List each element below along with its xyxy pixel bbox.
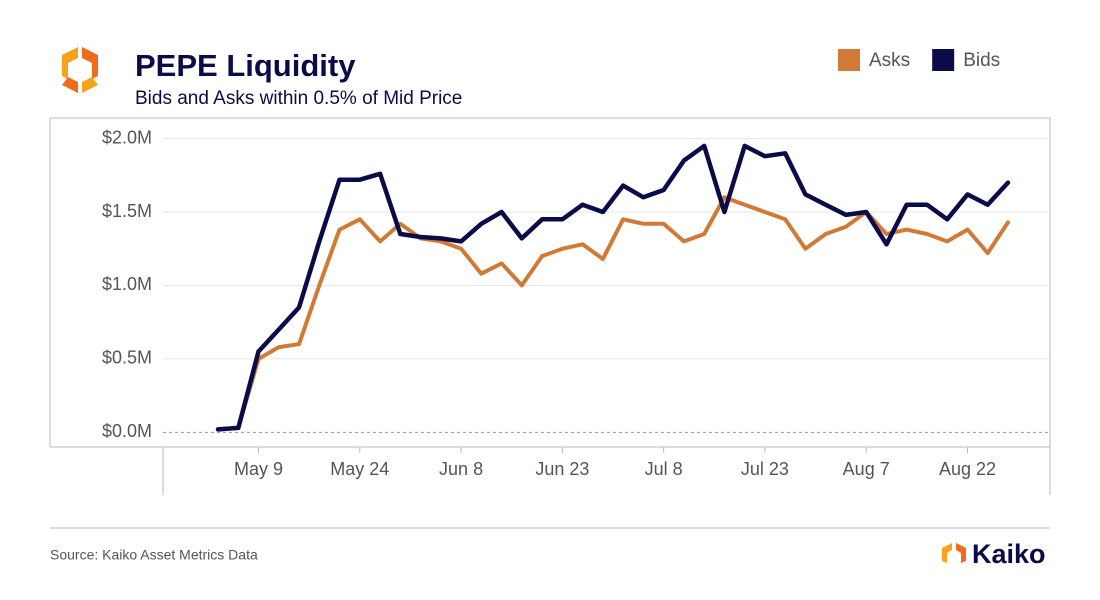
x-tick-label: Aug 7 (843, 459, 890, 479)
x-tick-label: Jul 23 (741, 459, 789, 479)
x-tick-label: May 9 (234, 459, 283, 479)
y-tick-label: $1.5M (102, 201, 152, 221)
legend-label: Bids (963, 50, 1000, 71)
y-tick-label: $0.5M (102, 348, 152, 368)
legend-swatch (838, 49, 860, 71)
x-tick-label: Jun 23 (535, 459, 589, 479)
series-line (216, 195, 1010, 432)
x-tick-label: Jun 8 (439, 459, 483, 479)
x-tick-label: Aug 22 (939, 459, 996, 479)
series-line (215, 143, 1011, 432)
brand: Kaiko (972, 539, 1046, 569)
chart-title: PEPE Liquidity (135, 48, 356, 83)
logo (62, 47, 98, 93)
legend-swatch (932, 49, 955, 71)
legend-label: Asks (869, 50, 910, 71)
chart-subtitle: Bids and Asks within 0.5% of Mid Price (135, 88, 462, 109)
y-tick-label: $2.0M (102, 127, 152, 147)
x-tick-label: May 24 (330, 459, 389, 479)
y-tick-label: $1.0M (102, 274, 152, 294)
x-tick-label: Jul 8 (645, 459, 683, 479)
frame (49, 117, 1051, 495)
source: Source: Kaiko Asset Metrics Data (50, 547, 258, 563)
brand-logo (942, 543, 966, 563)
y-tick-label: $0.0M (102, 421, 152, 441)
